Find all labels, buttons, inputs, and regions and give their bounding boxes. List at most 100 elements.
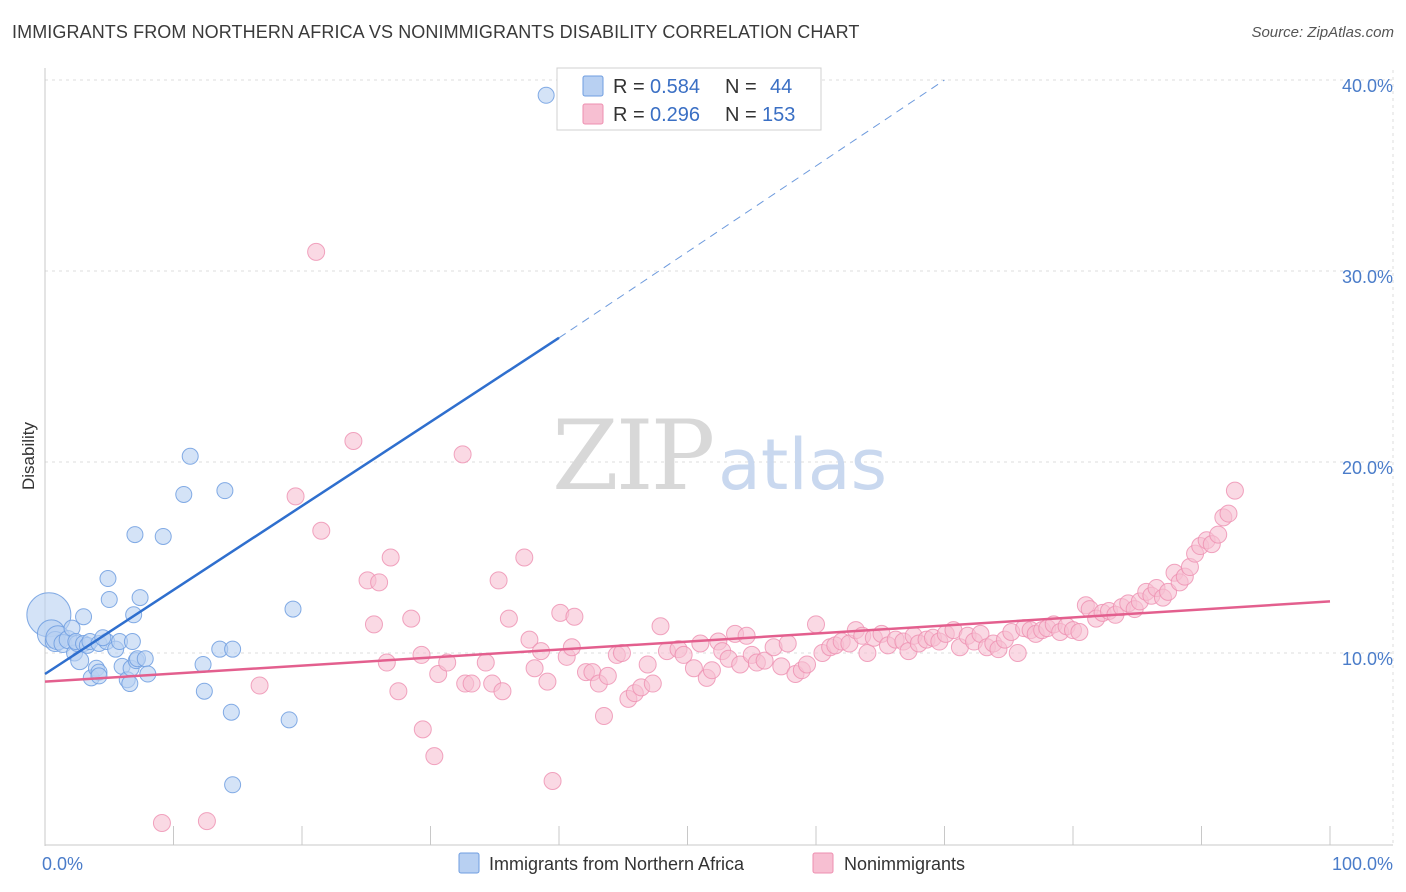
watermark: ZIP atlas bbox=[552, 400, 887, 512]
nonimmigrants-point-27 bbox=[515, 548, 534, 567]
immigrants-point-18 bbox=[90, 667, 108, 685]
nonimmigrants-point-8 bbox=[364, 615, 383, 634]
axes bbox=[44, 68, 1393, 846]
immigrants-point-45 bbox=[224, 640, 242, 658]
legend-r-value-2: 0.296 bbox=[650, 104, 700, 126]
nonimmigrants-point-19 bbox=[453, 445, 472, 464]
nonimmigrants-point-26 bbox=[499, 609, 518, 628]
immigrants-point-39 bbox=[175, 485, 193, 503]
immigrants-trend-line bbox=[44, 336, 560, 676]
legend-r-value-1: 0.584 bbox=[650, 76, 700, 98]
series-legend-swatch-pink bbox=[812, 852, 834, 874]
legend-swatch-pink bbox=[582, 103, 604, 125]
nonimmigrants-point-25 bbox=[493, 682, 512, 701]
nonimmigrants-point-47 bbox=[638, 655, 657, 674]
immigrants-point-37 bbox=[154, 527, 172, 545]
immigrants-point-40 bbox=[181, 447, 199, 465]
nonimmigrants-point-18 bbox=[438, 653, 457, 672]
y-tick-label-3: 40.0% bbox=[1342, 76, 1393, 96]
nonimmigrants-point-14 bbox=[412, 645, 431, 664]
series-legend-label-1: Immigrants from Northern Africa bbox=[489, 854, 745, 874]
nonimmigrants-point-24 bbox=[489, 571, 508, 590]
nonimmigrants-point-41 bbox=[598, 666, 617, 685]
nonimmigrants-point-13 bbox=[402, 609, 421, 628]
immigrants-point-34 bbox=[131, 589, 149, 607]
nonimmigrants-point-36 bbox=[565, 607, 584, 626]
nonimmigrants-point-15 bbox=[413, 720, 432, 739]
immigrants-trend-extension bbox=[558, 79, 945, 339]
immigrants-point-42 bbox=[195, 682, 213, 700]
nonimmigrants-point-71 bbox=[798, 655, 817, 674]
nonimmigrants-point-2 bbox=[250, 676, 269, 695]
nonimmigrants-point-49 bbox=[651, 617, 670, 636]
watermark-zip: ZIP bbox=[552, 400, 713, 512]
nonimmigrants-point-139 bbox=[1219, 504, 1238, 523]
immigrants-points bbox=[26, 86, 555, 794]
y-axis-label: Disability bbox=[19, 421, 38, 490]
immigrants-point-11 bbox=[75, 608, 93, 626]
legend-n-value-2: 153 bbox=[762, 104, 795, 126]
nonimmigrants-point-9 bbox=[370, 573, 389, 592]
nonimmigrants-point-21 bbox=[462, 674, 481, 693]
nonimmigrants-point-65 bbox=[755, 651, 774, 670]
legend-n-label-1: N = bbox=[725, 76, 757, 98]
nonimmigrants-point-31 bbox=[538, 672, 557, 691]
nonimmigrants-point-140 bbox=[1225, 481, 1244, 500]
nonimmigrants-point-72 bbox=[807, 615, 825, 634]
series-legend: Immigrants from Northern Africa Nonimmig… bbox=[458, 852, 965, 874]
legend-n-label-2: N = bbox=[725, 104, 757, 126]
immigrants-point-35 bbox=[136, 650, 154, 668]
immigrants-point-38 bbox=[126, 526, 144, 544]
nonimmigrants-point-103 bbox=[1008, 644, 1027, 662]
immigrants-point-47 bbox=[284, 600, 302, 618]
nonimmigrants-point-137 bbox=[1209, 525, 1228, 544]
correlation-legend: R = 0.584 N = 44 R = 0.296 N = 153 bbox=[556, 67, 822, 131]
nonimmigrants-point-1 bbox=[197, 812, 216, 831]
x-tick-labels: 0.0% 100.0% bbox=[42, 854, 1393, 874]
nonimmigrants-point-5 bbox=[307, 242, 326, 261]
source-label: Source: ZipAtlas.com bbox=[1251, 24, 1394, 41]
y-tick-label-1: 20.0% bbox=[1342, 458, 1393, 478]
nonimmigrants-point-54 bbox=[691, 634, 710, 653]
nonimmigrants-point-68 bbox=[778, 634, 797, 653]
nonimmigrants-points bbox=[152, 242, 1244, 832]
nonimmigrants-point-40 bbox=[594, 707, 613, 726]
immigrants-point-46 bbox=[222, 703, 240, 721]
immigrants-point-30 bbox=[123, 633, 141, 651]
nonimmigrants-point-22 bbox=[476, 653, 495, 672]
nonimmigrants-point-62 bbox=[737, 626, 756, 645]
nonimmigrants-point-29 bbox=[525, 659, 544, 678]
legend-swatch-blue bbox=[582, 75, 604, 97]
nonimmigrants-point-0 bbox=[152, 813, 171, 832]
immigrants-point-49 bbox=[224, 776, 242, 794]
nonimmigrants-point-4 bbox=[312, 521, 331, 540]
immigrants-point-28 bbox=[121, 675, 139, 693]
nonimmigrants-point-12 bbox=[389, 682, 408, 701]
series-legend-swatch-blue bbox=[458, 852, 480, 874]
nonimmigrants-point-32 bbox=[543, 771, 562, 790]
x-tick-label-1: 100.0% bbox=[1332, 854, 1393, 874]
legend-n-value-1: 44 bbox=[770, 76, 792, 98]
watermark-atlas: atlas bbox=[718, 424, 887, 506]
y-tick-label-0: 10.0% bbox=[1342, 649, 1393, 669]
legend-r-label-2: R = bbox=[613, 104, 645, 126]
immigrants-point-48 bbox=[280, 711, 298, 729]
nonimmigrants-point-56 bbox=[702, 661, 721, 680]
y-tick-labels: 10.0% 20.0% 30.0% 40.0% bbox=[1342, 76, 1393, 669]
immigrants-point-22 bbox=[100, 591, 118, 609]
nonimmigrants-point-10 bbox=[377, 653, 396, 672]
nonimmigrants-trend-line bbox=[44, 600, 1331, 683]
immigrants-point-41 bbox=[194, 655, 212, 673]
legend-r-label-1: R = bbox=[613, 76, 645, 98]
nonimmigrants-point-113 bbox=[1070, 622, 1089, 641]
immigrants-point-21 bbox=[99, 570, 117, 588]
nonimmigrants-point-6 bbox=[344, 431, 363, 450]
nonimmigrants-point-11 bbox=[381, 548, 400, 567]
nonimmigrants-point-128 bbox=[1159, 582, 1178, 601]
nonimmigrants-point-53 bbox=[684, 659, 703, 678]
nonimmigrants-point-80 bbox=[858, 644, 877, 662]
nonimmigrants-point-48 bbox=[643, 674, 662, 693]
nonimmigrants-point-16 bbox=[425, 747, 444, 766]
x-tick-label-0: 0.0% bbox=[42, 854, 83, 874]
